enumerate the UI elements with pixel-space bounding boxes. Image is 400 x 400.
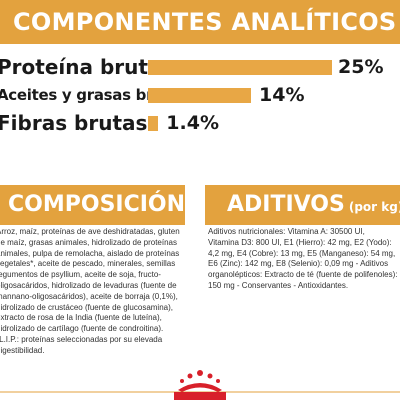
composicion-line: mannano-oligosacáridos), aceite de borra… bbox=[0, 291, 178, 301]
aditivos-line: E6 (Zinc): 142 mg, E8 (Selenio): 0,09 mg… bbox=[208, 259, 389, 269]
row-aceites: Aceites y grasas brutos 14% bbox=[0, 80, 400, 110]
section-title-componentes: COMPONENTES ANALÍTICOS bbox=[0, 0, 400, 44]
row-label: Fibras brutas bbox=[0, 111, 148, 135]
value-label: 25% bbox=[338, 56, 384, 78]
row-label: Aceites y grasas brutos bbox=[0, 86, 190, 104]
composicion-text: Arroz, maíz, proteínas de ave deshidrata… bbox=[0, 227, 192, 357]
composicion-line: Arroz, maíz, proteínas de ave deshidrata… bbox=[0, 227, 180, 236]
value-label: 14% bbox=[259, 84, 305, 106]
aditivos-line: 4,2 mg, E4 (Cobre): 13 mg, E5 (Manganeso… bbox=[208, 248, 396, 258]
row-label: Proteína bruta bbox=[0, 55, 162, 79]
composicion-line: *L.I.P.: proteínas seleccionadas por su … bbox=[0, 334, 163, 344]
composicion-line: digestibilidad. bbox=[0, 345, 45, 355]
bar-aceites bbox=[148, 88, 252, 103]
aditivos-title: ADITIVOS bbox=[227, 192, 345, 217]
royal-canin-logo bbox=[0, 370, 400, 400]
composicion-line: hidrolizado de cartílago (fuente de cond… bbox=[0, 324, 164, 334]
bar-proteina bbox=[148, 60, 332, 75]
composicion-line: vegetales*, aceite de pescado, minerales… bbox=[0, 259, 176, 269]
aditivos-line: Vitamina D3: 800 UI, E1 (Hierro): 42 mg,… bbox=[208, 237, 392, 247]
composicion-line: hidrolizado de crustáceo (fuente de gluc… bbox=[0, 302, 173, 312]
bar-fibras bbox=[148, 116, 159, 131]
aditivos-subtitle: (por kg) bbox=[348, 200, 400, 214]
row-proteina: Proteína bruta 25% bbox=[0, 52, 400, 82]
section-title-composicion: COMPOSICIÓN bbox=[0, 185, 185, 225]
value-label: 1.4% bbox=[166, 112, 219, 134]
composicion-line: tegumentos de psyllium, aceite de soja, … bbox=[0, 270, 161, 280]
aditivos-line: organolépticos: Extracto de té (fuente d… bbox=[208, 270, 398, 280]
composicion-line: oligosacáridos, hidrolizado de levaduras… bbox=[0, 280, 177, 290]
row-fibras: Fibras brutas 1.4% bbox=[0, 108, 400, 138]
aditivos-line: Aditivos nutricionales: Vitamina A: 3050… bbox=[208, 227, 365, 236]
composicion-line: extracto de rosa de la India (fuente de … bbox=[0, 313, 162, 323]
aditivos-text: Aditivos nutricionales: Vitamina A: 3050… bbox=[208, 227, 400, 292]
aditivos-line: 150 mg - Conservantes - Antioxidantes. bbox=[208, 280, 349, 290]
composicion-line: animales, pulpa de remolacha, aislado de… bbox=[0, 248, 180, 258]
section-title-aditivos: ADITIVOS (por kg) bbox=[205, 185, 400, 225]
composicion-line: de maíz, grasas animales, hidrolizado de… bbox=[0, 237, 177, 247]
